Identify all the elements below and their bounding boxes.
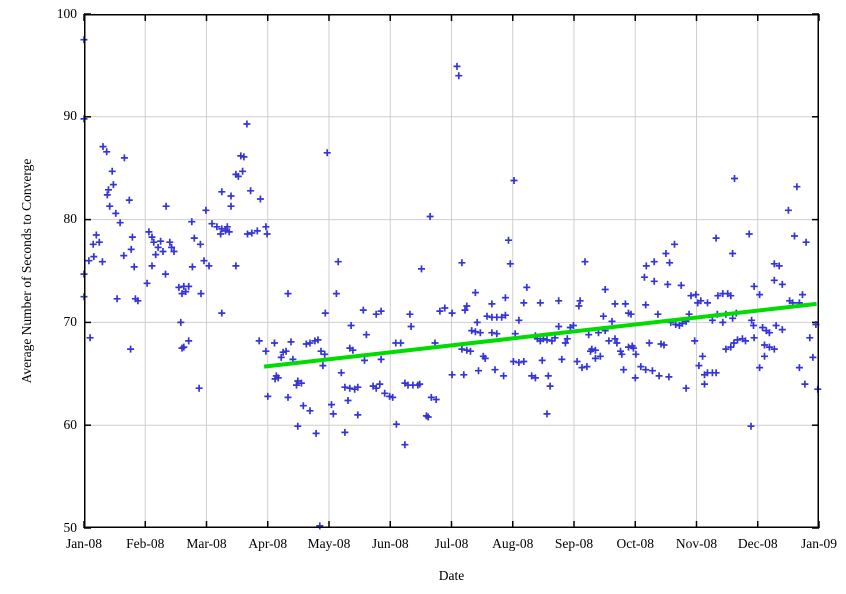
plot-area <box>80 13 822 530</box>
x-tick-label: Jan-09 <box>801 536 837 551</box>
x-tick-label: Jul-08 <box>434 536 469 551</box>
y-tick-label: 70 <box>63 313 78 329</box>
x-tick-label: Mar-08 <box>186 536 227 551</box>
y-tick-label: 90 <box>63 108 78 124</box>
plot-border <box>84 14 819 528</box>
x-tick-label: Jun-08 <box>371 536 409 551</box>
x-tick-label: Aug-08 <box>492 536 534 551</box>
x-tick-label: Feb-08 <box>126 536 165 551</box>
x-tick-label: Apr-08 <box>248 536 288 551</box>
x-tick-label: Dec-08 <box>737 536 778 551</box>
y-tick-label: 100 <box>56 5 77 21</box>
trend-line <box>263 301 817 369</box>
y-tick-label: 60 <box>63 416 78 432</box>
x-axis-title: Date <box>438 568 465 583</box>
y-axis-title-text: Average Number of Seconds to Converge <box>19 158 34 384</box>
scatter-points <box>80 36 822 530</box>
y-tick-label: 50 <box>63 519 78 535</box>
y-tick-label: 80 <box>63 211 78 227</box>
scatter-svg <box>80 13 822 530</box>
x-tick-label: May-08 <box>307 536 351 551</box>
x-tick-label: Nov-08 <box>675 536 718 551</box>
x-tick-label: Sep-08 <box>554 536 594 551</box>
x-tick-label: Jan-08 <box>66 536 102 551</box>
x-tick-label: Oct-08 <box>616 536 655 551</box>
